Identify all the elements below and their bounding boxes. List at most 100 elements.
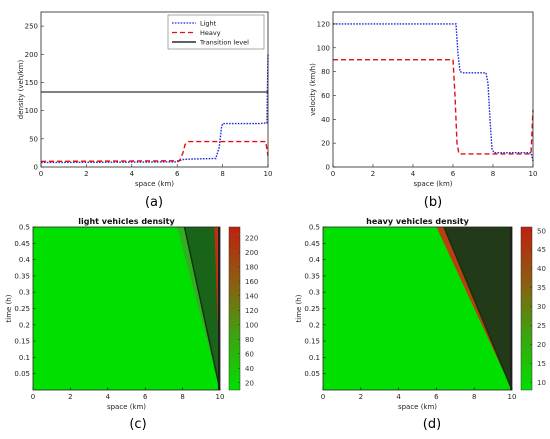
x-axis-label: space (km)	[135, 180, 174, 188]
colorbar-tick-label: 25	[537, 322, 546, 330]
x-tick-label: 4	[106, 393, 111, 401]
shock-line	[443, 226, 513, 391]
colorbar-tick-label: 180	[245, 263, 258, 271]
y-tick-label: 100	[317, 44, 330, 52]
y-axis-label: velocity (km/h)	[309, 63, 317, 116]
x-tick-label: 2	[359, 393, 363, 401]
x-tick-label: 8	[180, 393, 184, 401]
x-tick-label: 10	[264, 170, 273, 178]
y-tick-label: 0.25	[304, 305, 320, 313]
x-tick-label: 8	[491, 170, 495, 178]
y-tick-label: 0.05	[14, 370, 30, 378]
y-tick-label: 0.1	[309, 354, 320, 362]
legend-entry: Heavy	[200, 29, 221, 37]
y-tick-label: 120	[317, 20, 330, 28]
colorbar-tick-label: 160	[245, 278, 258, 286]
series-line-1	[333, 59, 534, 155]
y-tick-label: 0.15	[304, 338, 320, 346]
right-edge-strip	[510, 227, 512, 390]
y-tick-label: 0.45	[304, 240, 320, 248]
colorbar-tick-label: 80	[245, 336, 254, 344]
series-line-light	[40, 54, 269, 164]
colorbar-tick-label: 15	[537, 360, 546, 368]
colorbar-tick-label: 200	[245, 249, 258, 257]
shock-line	[183, 226, 221, 391]
y-axis-label: time (h)	[5, 294, 13, 322]
x-tick-label: 6	[175, 170, 180, 178]
colorbar-tick-label: 100	[245, 321, 258, 329]
x-tick-label: 2	[84, 170, 88, 178]
y-tick-label: 0.2	[309, 321, 320, 329]
panel-label: (b)	[424, 195, 442, 210]
series-line-0	[333, 23, 534, 162]
y-tick-label: 0.3	[309, 289, 320, 297]
x-tick-label: 4	[396, 393, 401, 401]
plot-frame	[40, 11, 269, 168]
y-tick-label: 0	[326, 164, 330, 172]
x-tick-label: 10	[216, 393, 225, 401]
colorbar-tick-label: 60	[245, 350, 254, 358]
series-line-heavy	[40, 140, 269, 163]
colorbar-tick-label: 220	[245, 234, 258, 242]
y-axis-label: density (veh/km)	[17, 60, 25, 120]
right-edge-strip	[218, 227, 220, 390]
x-tick-label: 4	[130, 170, 135, 178]
y-tick-label: 0	[34, 164, 38, 172]
x-tick-label: 10	[508, 393, 517, 401]
y-tick-label: 0.25	[14, 305, 30, 313]
heatmap-title: heavy vehicles density	[366, 217, 469, 226]
y-tick-label: 150	[25, 79, 38, 87]
x-axis-label: space (km)	[413, 180, 452, 188]
y-tick-label: 80	[321, 68, 330, 76]
colorbar	[520, 226, 533, 391]
y-tick-label: 0.4	[309, 256, 321, 264]
x-tick-label: 8	[220, 170, 224, 178]
panel-label: (a)	[145, 195, 163, 210]
y-tick-label: 0.35	[304, 272, 320, 280]
plot-frame	[332, 11, 534, 168]
x-tick-label: 0	[321, 393, 325, 401]
panel-label: (d)	[423, 417, 441, 432]
x-tick-label: 2	[68, 393, 72, 401]
colorbar-tick-label: 20	[537, 341, 546, 349]
y-tick-label: 40	[321, 116, 330, 124]
y-tick-label: 60	[321, 92, 330, 100]
colorbar	[228, 226, 241, 391]
y-tick-label: 250	[25, 23, 38, 31]
legend-entry: Light	[200, 20, 217, 28]
x-tick-label: 10	[529, 170, 538, 178]
panel-c: light vehicles density204060801001201401…	[5, 217, 258, 432]
y-tick-label: 0.5	[309, 224, 320, 232]
colorbar-tick-label: 140	[245, 292, 258, 300]
panel-d: heavy vehicles density101520253035404550…	[295, 217, 546, 432]
x-tick-label: 6	[451, 170, 456, 178]
colorbar-tick-label: 45	[537, 246, 546, 254]
y-tick-label: 50	[29, 135, 38, 143]
x-tick-label: 8	[472, 393, 476, 401]
y-tick-label: 0.2	[19, 321, 30, 329]
x-tick-label: 0	[31, 393, 35, 401]
x-axis-label: space (km)	[398, 403, 437, 411]
y-tick-label: 0.5	[19, 224, 30, 232]
x-tick-label: 6	[434, 393, 439, 401]
y-tick-label: 0.45	[14, 240, 30, 248]
x-tick-label: 6	[143, 393, 148, 401]
y-axis-label: time (h)	[295, 294, 303, 322]
x-tick-label: 2	[371, 170, 375, 178]
panel-label: (c)	[129, 417, 146, 432]
colorbar-tick-label: 40	[245, 365, 254, 373]
y-tick-label: 0.35	[14, 272, 30, 280]
colorbar-tick-label: 120	[245, 307, 258, 315]
x-tick-label: 0	[39, 170, 43, 178]
x-tick-label: 4	[411, 170, 416, 178]
y-tick-label: 0.15	[14, 338, 30, 346]
colorbar-tick-label: 50	[537, 227, 546, 235]
colorbar-tick-label: 40	[537, 265, 546, 273]
colorbar-tick-label: 30	[537, 303, 546, 311]
y-tick-label: 20	[321, 140, 330, 148]
colorbar-tick-label: 10	[537, 379, 546, 387]
heatmap-title: light vehicles density	[78, 217, 175, 226]
